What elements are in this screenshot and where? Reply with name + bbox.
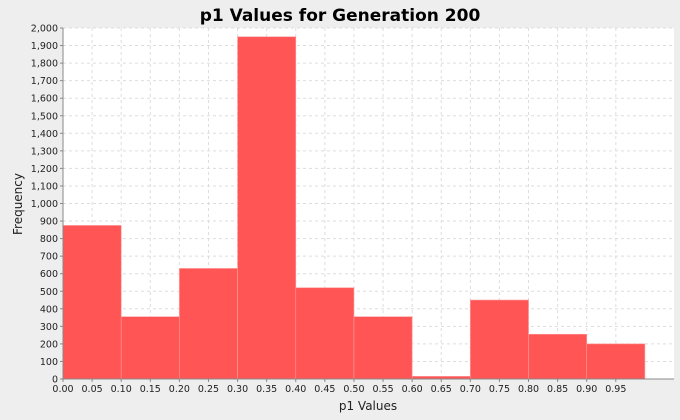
histogram-bar bbox=[295, 287, 355, 380]
y-tick-label: 900 bbox=[40, 217, 58, 228]
y-tick-label: 2,000 bbox=[31, 24, 58, 35]
y-tick-label: 300 bbox=[40, 322, 58, 333]
x-tick-label: 0.10 bbox=[111, 384, 132, 395]
y-tick-label: 1,400 bbox=[31, 129, 58, 140]
y-tick-label: 700 bbox=[40, 252, 58, 263]
x-axis-ticks: 0.00 0.05 0.10 0.15 0.20 0.25 0.30 0.35 0.40 0.45… bbox=[52, 379, 626, 395]
y-tick-label: 1,500 bbox=[31, 111, 58, 122]
x-tick-label: 0.75 bbox=[489, 384, 510, 395]
histogram-bar bbox=[179, 268, 238, 380]
y-axis-label: Frequency bbox=[11, 173, 25, 235]
chart-title: p1 Values for Generation 200 bbox=[200, 6, 481, 26]
x-tick-label: 0.85 bbox=[547, 384, 568, 395]
x-tick-label: 0.60 bbox=[402, 384, 423, 395]
x-tick-label: 0.80 bbox=[518, 384, 539, 395]
y-tick-label: 1,000 bbox=[31, 199, 58, 210]
x-tick-label: 0.45 bbox=[314, 384, 335, 395]
y-tick-label: 1,900 bbox=[31, 41, 58, 52]
histogram-bar bbox=[62, 225, 122, 380]
histogram-bar bbox=[528, 333, 588, 380]
y-tick-label: 400 bbox=[40, 304, 58, 315]
histogram-bar bbox=[353, 316, 413, 380]
x-tick-label: 0.50 bbox=[343, 384, 364, 395]
x-tick-label: 0.55 bbox=[372, 384, 393, 395]
x-tick-label: 0.40 bbox=[285, 384, 306, 395]
x-tick-label: 0.95 bbox=[605, 384, 626, 395]
y-tick-label: 1,200 bbox=[31, 164, 58, 175]
y-tick-label: 100 bbox=[40, 357, 58, 368]
x-tick-label: 0.05 bbox=[82, 384, 103, 395]
histogram-bar bbox=[470, 299, 529, 380]
x-tick-label: 0.90 bbox=[576, 384, 597, 395]
y-tick-label: 1,600 bbox=[31, 94, 58, 105]
y-tick-label: 1,300 bbox=[31, 146, 58, 157]
histogram-bars bbox=[62, 36, 646, 380]
y-tick-label: 1,700 bbox=[31, 76, 58, 87]
x-tick-label: 0.20 bbox=[169, 384, 190, 395]
x-tick-label: 0.35 bbox=[256, 384, 277, 395]
y-tick-label: 0 bbox=[52, 375, 58, 386]
y-tick-label: 600 bbox=[40, 269, 58, 280]
y-tick-label: 200 bbox=[40, 339, 58, 350]
histogram-bar bbox=[586, 343, 646, 380]
y-tick-label: 800 bbox=[40, 234, 58, 245]
y-tick-label: 1,100 bbox=[31, 181, 58, 192]
x-axis-label: p1 Values bbox=[339, 399, 397, 413]
x-tick-label: 0.65 bbox=[431, 384, 452, 395]
x-tick-label: 0.25 bbox=[198, 384, 219, 395]
x-tick-label: 0.15 bbox=[140, 384, 161, 395]
histogram-bar bbox=[237, 36, 297, 380]
x-tick-label: 0.30 bbox=[227, 384, 248, 395]
histogram-bar bbox=[120, 316, 180, 380]
x-tick-label: 0.70 bbox=[460, 384, 481, 395]
y-tick-label: 500 bbox=[40, 287, 58, 298]
x-tick-label: 0.00 bbox=[52, 384, 73, 395]
y-tick-label: 1,800 bbox=[31, 59, 58, 70]
y-axis-ticks: 0 100 200 300 400 500 600 700 800 900 1,000 1,100 1,… bbox=[31, 24, 63, 386]
